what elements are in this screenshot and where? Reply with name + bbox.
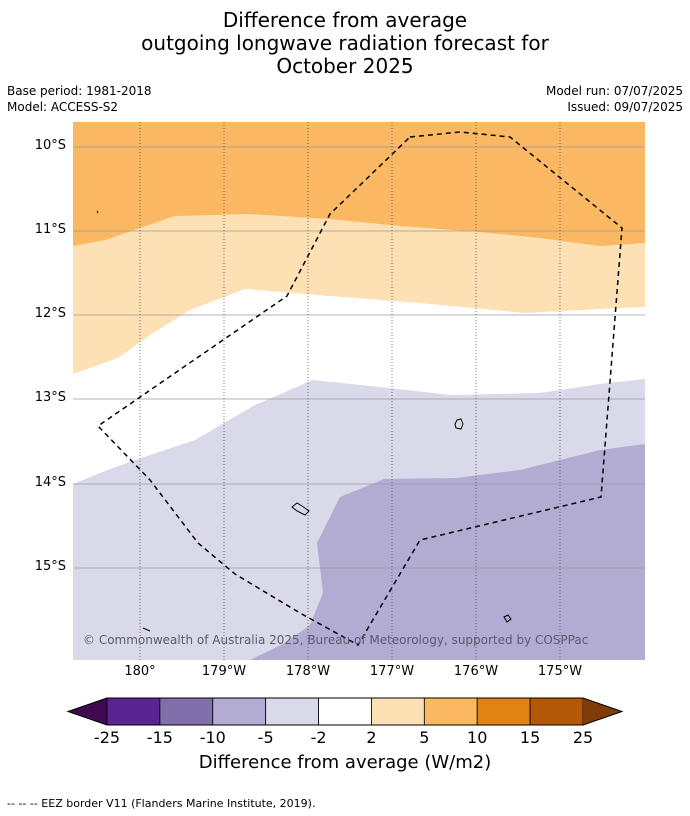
lat-label: 10°S xyxy=(34,138,66,153)
model-run: Model run: 07/07/2025 xyxy=(545,84,683,98)
title-line-1: Difference from average xyxy=(222,8,468,32)
lat-label: 13°S xyxy=(34,390,66,405)
title-line-3: October 2025 xyxy=(276,54,414,78)
colorbar-segment xyxy=(159,697,214,726)
colorbar-segment xyxy=(212,697,267,726)
colorbar-tick-label: -2 xyxy=(310,728,327,747)
island-outline xyxy=(503,614,512,623)
island-outline xyxy=(454,418,464,430)
lon-label: 178°W xyxy=(285,664,331,679)
band-minus-5-to-minus-10 xyxy=(250,444,645,660)
colorbar-tick-label: 10 xyxy=(467,728,488,747)
lat-label: 14°S xyxy=(34,475,66,490)
colorbar-segment xyxy=(106,697,161,726)
colorbar-tick-label: -25 xyxy=(93,728,121,747)
lon-label: 180° xyxy=(124,664,156,679)
colorbar-segment xyxy=(529,697,584,726)
colorbar-tick-label: 2 xyxy=(366,728,377,747)
gridlines xyxy=(73,122,645,660)
lon-label: 179°W xyxy=(201,664,247,679)
colorbar-segment xyxy=(423,697,478,726)
lon-label: 175°W xyxy=(537,664,583,679)
copyright-notice: © Commonwealth of Australia 2025, Bureau… xyxy=(83,633,589,647)
colorbar-segment xyxy=(476,697,531,726)
map-canvas xyxy=(66,122,645,726)
lon-label: 176°W xyxy=(453,664,499,679)
lat-label: 15°S xyxy=(34,559,66,574)
colorbar-outline xyxy=(66,697,624,726)
title-line-2: outgoing longwave radiation forecast for xyxy=(141,31,549,55)
colorbar-tick-label: 15 xyxy=(519,728,541,747)
colorbar-segment xyxy=(371,697,425,726)
colorbar-segment xyxy=(265,697,319,726)
issued-date: Issued: 09/07/2025 xyxy=(567,100,683,114)
colorbar-low-extension xyxy=(68,698,107,725)
model-name: Model: ACCESS-S2 xyxy=(7,100,119,114)
island-outline xyxy=(291,502,310,516)
islands xyxy=(96,210,512,632)
base-period: Base period: 1981-2018 xyxy=(7,84,152,98)
lat-label: 11°S xyxy=(34,222,66,237)
colorbar-title: Difference from average (W/m2) xyxy=(198,752,492,773)
colorbar-high-extension xyxy=(583,698,622,725)
colorbar-tick-label: 25 xyxy=(572,728,594,747)
colorbar-tick-label: 5 xyxy=(419,728,430,747)
island-outline xyxy=(142,627,151,632)
colorbar-tick-label: -15 xyxy=(146,728,173,747)
eez-footnote: -- -- -- EEZ border V11 (Flanders Marine… xyxy=(7,797,316,810)
island-outline xyxy=(96,210,99,214)
anomaly-field xyxy=(73,122,645,660)
lat-label: 12°S xyxy=(34,306,66,321)
colorbar-segment xyxy=(318,697,372,726)
colorbar xyxy=(66,697,624,726)
colorbar-tick-label: -10 xyxy=(199,728,226,747)
eez-border xyxy=(96,131,623,647)
colorbar-tick-label: -5 xyxy=(257,728,274,747)
lon-label: 177°W xyxy=(369,664,415,679)
